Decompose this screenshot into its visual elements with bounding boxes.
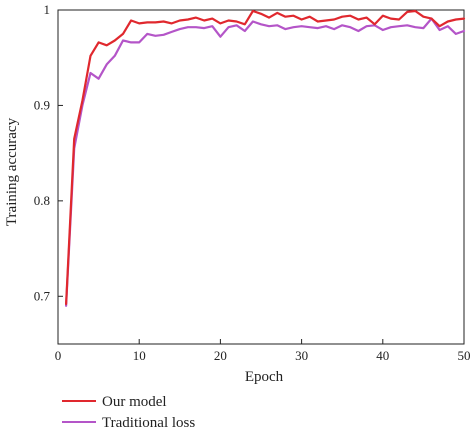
y-tick-label: 0.7 xyxy=(34,288,51,303)
x-tick-label: 50 xyxy=(458,348,471,363)
series-line-our-model xyxy=(64,9,466,305)
x-tick-label: 20 xyxy=(214,348,227,363)
legend-label: Our model xyxy=(102,394,167,410)
x-tick-label: 40 xyxy=(376,348,389,363)
x-tick-label: 30 xyxy=(295,348,308,363)
y-tick-label: 1 xyxy=(44,2,51,17)
x-axis-ticks: 0 10 20 30 40 50 xyxy=(55,339,471,363)
series-line-traditional-loss xyxy=(64,17,466,307)
x-axis-label: Epoch xyxy=(245,369,284,385)
y-axis-ticks: 0.7 0.8 0.9 1 xyxy=(34,2,63,303)
y-tick-label: 0.8 xyxy=(34,193,50,208)
legend-label: Traditional loss xyxy=(102,415,195,431)
series-layer xyxy=(64,9,466,307)
plot-area xyxy=(57,9,465,345)
x-tick-label: 0 xyxy=(55,348,62,363)
y-axis-label: Training accuracy xyxy=(4,117,20,226)
x-tick-label: 10 xyxy=(133,348,146,363)
y-tick-label: 0.9 xyxy=(34,97,50,112)
plot-frame xyxy=(57,9,465,345)
legend: Our model Traditional loss xyxy=(62,394,195,431)
